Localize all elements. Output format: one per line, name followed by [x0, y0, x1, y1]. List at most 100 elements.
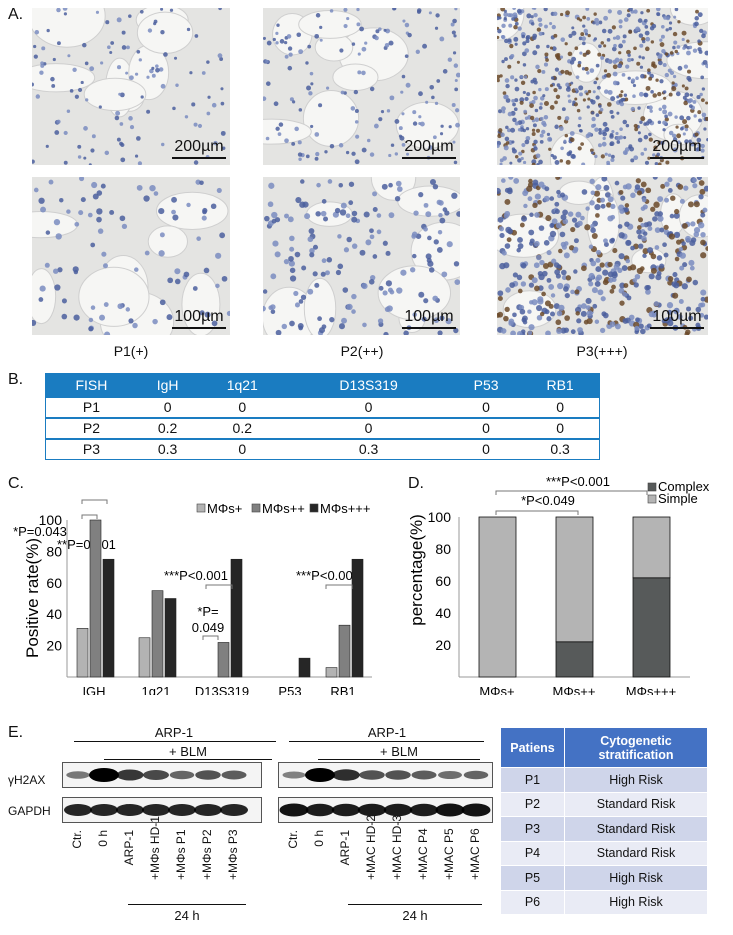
legend-label: MΦs+++ — [320, 501, 370, 516]
cell: High Risk — [564, 767, 708, 793]
y-tick-label: 60 — [46, 575, 62, 591]
bar-IGH-MΦs++ — [89, 519, 102, 678]
row-label-gapdh: GAPDH — [8, 804, 51, 818]
right-treatment-label: + BLM — [380, 744, 418, 759]
cell: High Risk — [564, 889, 708, 915]
blot-left-gapdh — [62, 797, 262, 823]
scale-bar-line — [172, 327, 226, 329]
blot-band — [357, 803, 387, 817]
cell: 0 — [136, 395, 199, 418]
blot-band — [195, 770, 221, 780]
panel-d-label: D. — [408, 475, 424, 492]
annotation-p001-rb1: ***P<0.001 — [296, 568, 360, 583]
bar-RB1-MΦs+ — [325, 667, 338, 678]
legend-swatch — [647, 482, 657, 492]
blot-band — [385, 770, 411, 780]
cell: P3 — [500, 816, 565, 842]
x-tick-label: MΦs++ — [553, 684, 596, 695]
bar-D13S319-MΦs++ — [217, 642, 230, 678]
lane-label: +MAC P5 — [442, 828, 456, 880]
x-tick-label: IGH — [82, 684, 105, 695]
lane-label: +MAC P6 — [468, 828, 482, 880]
cell: Standard Risk — [564, 816, 708, 842]
legend-label: MΦs++ — [262, 501, 305, 516]
cell: 0 — [450, 416, 522, 439]
lane-label: +MΦs P3 — [226, 829, 240, 880]
panel-a-label: A. — [8, 6, 24, 23]
scale-bar: 100µm — [650, 308, 704, 329]
header-patients: Patiens — [500, 727, 565, 768]
cell: 0.3 — [136, 437, 199, 460]
y-tick-label: 20 — [46, 638, 62, 654]
lane-label: ARP-1 — [122, 830, 136, 866]
histology-image — [263, 8, 460, 165]
legend-label: MΦs+ — [207, 501, 242, 516]
y-tick-label: 40 — [46, 606, 62, 622]
lane-label: Ctr. — [286, 830, 300, 849]
bar-MΦs++-Complex — [555, 641, 594, 678]
scale-bar-label: 100µm — [404, 308, 454, 325]
blot-band — [282, 771, 306, 779]
bar-1q21-MΦs+ — [138, 637, 151, 678]
scale-bar: 200µm — [402, 138, 456, 159]
bar-RB1-MΦs+++ — [351, 558, 364, 678]
x-tick-label: D13S319 — [195, 684, 249, 695]
blot-band — [305, 768, 335, 782]
header-igh: IgH — [136, 373, 199, 397]
right-time-label: 24 h — [402, 908, 428, 923]
blot-band — [143, 770, 169, 780]
scale-bar: 200µm — [172, 138, 226, 159]
scale-bar: 100µm — [402, 308, 456, 329]
significance-bracket — [495, 510, 579, 515]
cell: Standard Risk — [564, 840, 708, 866]
lane-label: Ctr. — [70, 830, 84, 849]
right-time-line — [348, 904, 482, 905]
column-caption-p1: P1(+) — [113, 343, 149, 359]
scale-bar-line — [650, 157, 704, 159]
blot-band — [169, 770, 195, 780]
lane-label: ARP-1 — [338, 830, 352, 866]
legend-label: Simple — [658, 491, 698, 506]
blot-band — [279, 803, 309, 817]
y-tick-label: 100 — [428, 509, 452, 525]
bar-D13S319-MΦs+++ — [230, 558, 243, 678]
left-group-label: ARP-1 — [154, 725, 194, 740]
scale-bar-label: 200µm — [404, 138, 454, 155]
header-1q21: 1q21 — [198, 373, 287, 397]
left-time-line — [128, 904, 246, 905]
table-row: P3 0.3 0 0.3 0 0.3 — [45, 437, 600, 460]
cell: P3 — [45, 437, 137, 460]
lane-label: +MΦs P2 — [200, 829, 214, 880]
cell: P1 — [45, 395, 137, 418]
x-tick-label: 1q21 — [142, 684, 171, 695]
histology-image — [32, 177, 230, 335]
scale-bar-line — [402, 157, 456, 159]
significance-bracket — [205, 584, 233, 589]
y-tick-label: 40 — [435, 605, 451, 621]
blot-right-gh2ax — [278, 762, 493, 788]
scale-bar-label: 100µm — [174, 308, 224, 325]
y-tick-label: 100 — [39, 512, 63, 528]
right-group-line — [289, 741, 484, 742]
cell: 0.2 — [136, 416, 199, 439]
blot-band — [116, 804, 144, 816]
cell: 0 — [198, 395, 287, 418]
legend-swatch — [647, 494, 657, 504]
table-row: P6 High Risk — [500, 889, 708, 915]
significance-bracket — [81, 499, 108, 504]
blot-band — [66, 771, 90, 779]
scale-bar-line — [650, 327, 704, 329]
cell: P1 — [500, 767, 565, 793]
significance-bracket — [202, 635, 219, 640]
blot-band — [461, 803, 491, 817]
blot-band — [359, 770, 385, 780]
blot-left-gh2ax — [62, 762, 262, 788]
blot-band — [305, 803, 335, 817]
significance-bracket — [81, 514, 98, 519]
lane-label: 0 h — [312, 830, 326, 847]
table-row: P5 High Risk — [500, 865, 708, 891]
blot-band — [409, 803, 439, 817]
bar-1q21-MΦs+++ — [164, 598, 177, 678]
blot-band — [411, 770, 437, 780]
fish-table: FISH IgH 1q21 D13S319 P53 RB1 P1 0 0 0 0 0 P2… — [45, 373, 600, 460]
